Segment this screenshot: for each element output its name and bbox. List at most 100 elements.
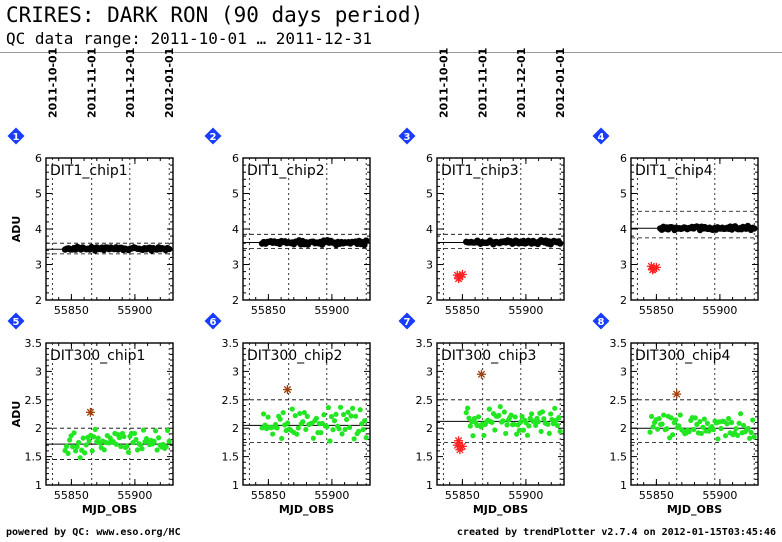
x-tick-label: 55900 [117, 304, 152, 317]
panel-badge [592, 127, 610, 145]
data-point [156, 435, 162, 441]
data-point [73, 448, 79, 454]
outlier-star [672, 389, 682, 399]
footer-right: created by trendPlotter v2.7.4 on 2012-0… [456, 527, 776, 538]
date-tick-label: 2011-11-01 [86, 48, 99, 118]
data-point [725, 415, 732, 422]
data-point [357, 407, 363, 413]
data-point [697, 418, 703, 425]
y-tick-label: 6 [620, 152, 627, 165]
data-point [475, 414, 482, 420]
plot-frame [45, 342, 174, 486]
data-point [342, 426, 348, 432]
data-point [554, 422, 561, 429]
outlier-star [457, 441, 467, 451]
x-axis-label: MJD_OBS [667, 503, 722, 516]
data-point [501, 409, 507, 415]
y-tick-label: 4 [232, 223, 239, 236]
data-point [518, 419, 524, 425]
panel-dit1-chip2: 2 3 4 5 6 55850 55900 DIT1_chip2 2 [204, 127, 371, 317]
data-point [745, 425, 751, 432]
panel-badge [398, 127, 416, 145]
panel-dit1-chip4: 2 3 4 5 6 55850 55900 DIT1_chip4 4 [592, 127, 759, 317]
data-point [289, 406, 295, 412]
data-point [133, 436, 139, 443]
data-point [541, 416, 547, 422]
data-point [318, 430, 324, 436]
data-point [471, 415, 477, 422]
x-tick-label: 55900 [702, 489, 737, 502]
data-point [134, 447, 141, 453]
y-tick-label: 3 [426, 259, 433, 272]
data-point [324, 424, 330, 430]
data-point [519, 413, 525, 420]
outlier-star [648, 265, 658, 275]
y-tick-label: 3 [232, 259, 239, 272]
y-tick-label: 2 [232, 294, 239, 307]
data-point [348, 413, 354, 419]
y-tick-label: 6 [35, 152, 42, 165]
panel-label: DIT300_chip4 [635, 348, 731, 364]
y-tick-label: 2 [426, 294, 433, 307]
y-tick-label: 3.5 [222, 337, 240, 350]
data-point [647, 429, 653, 435]
data-point [328, 414, 335, 420]
data-point [330, 427, 336, 433]
x-tick-label: 55850 [54, 489, 89, 502]
y-tick-label: 2 [35, 422, 42, 435]
data-point [659, 421, 665, 427]
data-point [339, 431, 345, 437]
y-tick-label: 3 [232, 365, 239, 378]
y-tick-label: 1.5 [222, 451, 240, 464]
data-point [701, 416, 707, 422]
data-point [503, 430, 509, 437]
data-point [715, 436, 721, 442]
data-point [362, 418, 368, 424]
panel-label: DIT1_chip1 [50, 163, 128, 179]
x-tick-label: 55900 [508, 304, 543, 317]
data-point [535, 419, 541, 425]
panel-dit300-chip3: 1 1.5 2 2.5 3 3.5 55850 55900 DIT300_chip3 MJD_OB… [398, 312, 565, 516]
data-point [691, 426, 697, 432]
data-point [734, 432, 741, 438]
data-point [297, 410, 303, 417]
data-point [139, 446, 145, 452]
panel-label: DIT1_chip4 [635, 163, 713, 179]
y-tick-label: 1.5 [610, 451, 628, 464]
data-point [556, 240, 564, 247]
x-tick-label: 55850 [251, 489, 286, 502]
data-point [140, 427, 147, 433]
data-point [464, 405, 471, 411]
footer-left: powered by QC: www.eso.org/HC [6, 527, 181, 538]
y-tick-label: 6 [232, 152, 239, 165]
date-tick-label: 2011-10-01 [46, 48, 59, 118]
data-point [294, 431, 300, 437]
page-subtitle: QC data range: 2011-10-01 … 2011-12-31 [6, 29, 373, 48]
y-tick-label: 3 [35, 259, 42, 272]
outlier-star [454, 436, 464, 446]
data-point [492, 427, 498, 433]
data-point [736, 420, 742, 426]
y-axis-label: ADU [10, 401, 23, 428]
data-point [700, 424, 706, 430]
data-point [539, 409, 546, 415]
data-point [76, 439, 82, 446]
data-point [664, 426, 670, 432]
outlier-star [476, 369, 486, 379]
data-point [292, 413, 298, 419]
plot-frame [242, 157, 371, 301]
data-point [481, 432, 487, 439]
data-point [91, 434, 97, 440]
x-tick-label: 55900 [314, 489, 349, 502]
y-tick-label: 3 [426, 365, 433, 378]
y-tick-label: 2 [426, 422, 433, 435]
data-point [520, 427, 527, 433]
data-point [748, 429, 754, 436]
data-point [270, 431, 276, 437]
panel-badge-number: 8 [598, 317, 605, 328]
data-point [526, 423, 532, 429]
y-tick-label: 2 [35, 294, 42, 307]
y-tick-label: 5 [232, 188, 239, 201]
data-point [496, 412, 502, 418]
data-point [363, 435, 369, 441]
